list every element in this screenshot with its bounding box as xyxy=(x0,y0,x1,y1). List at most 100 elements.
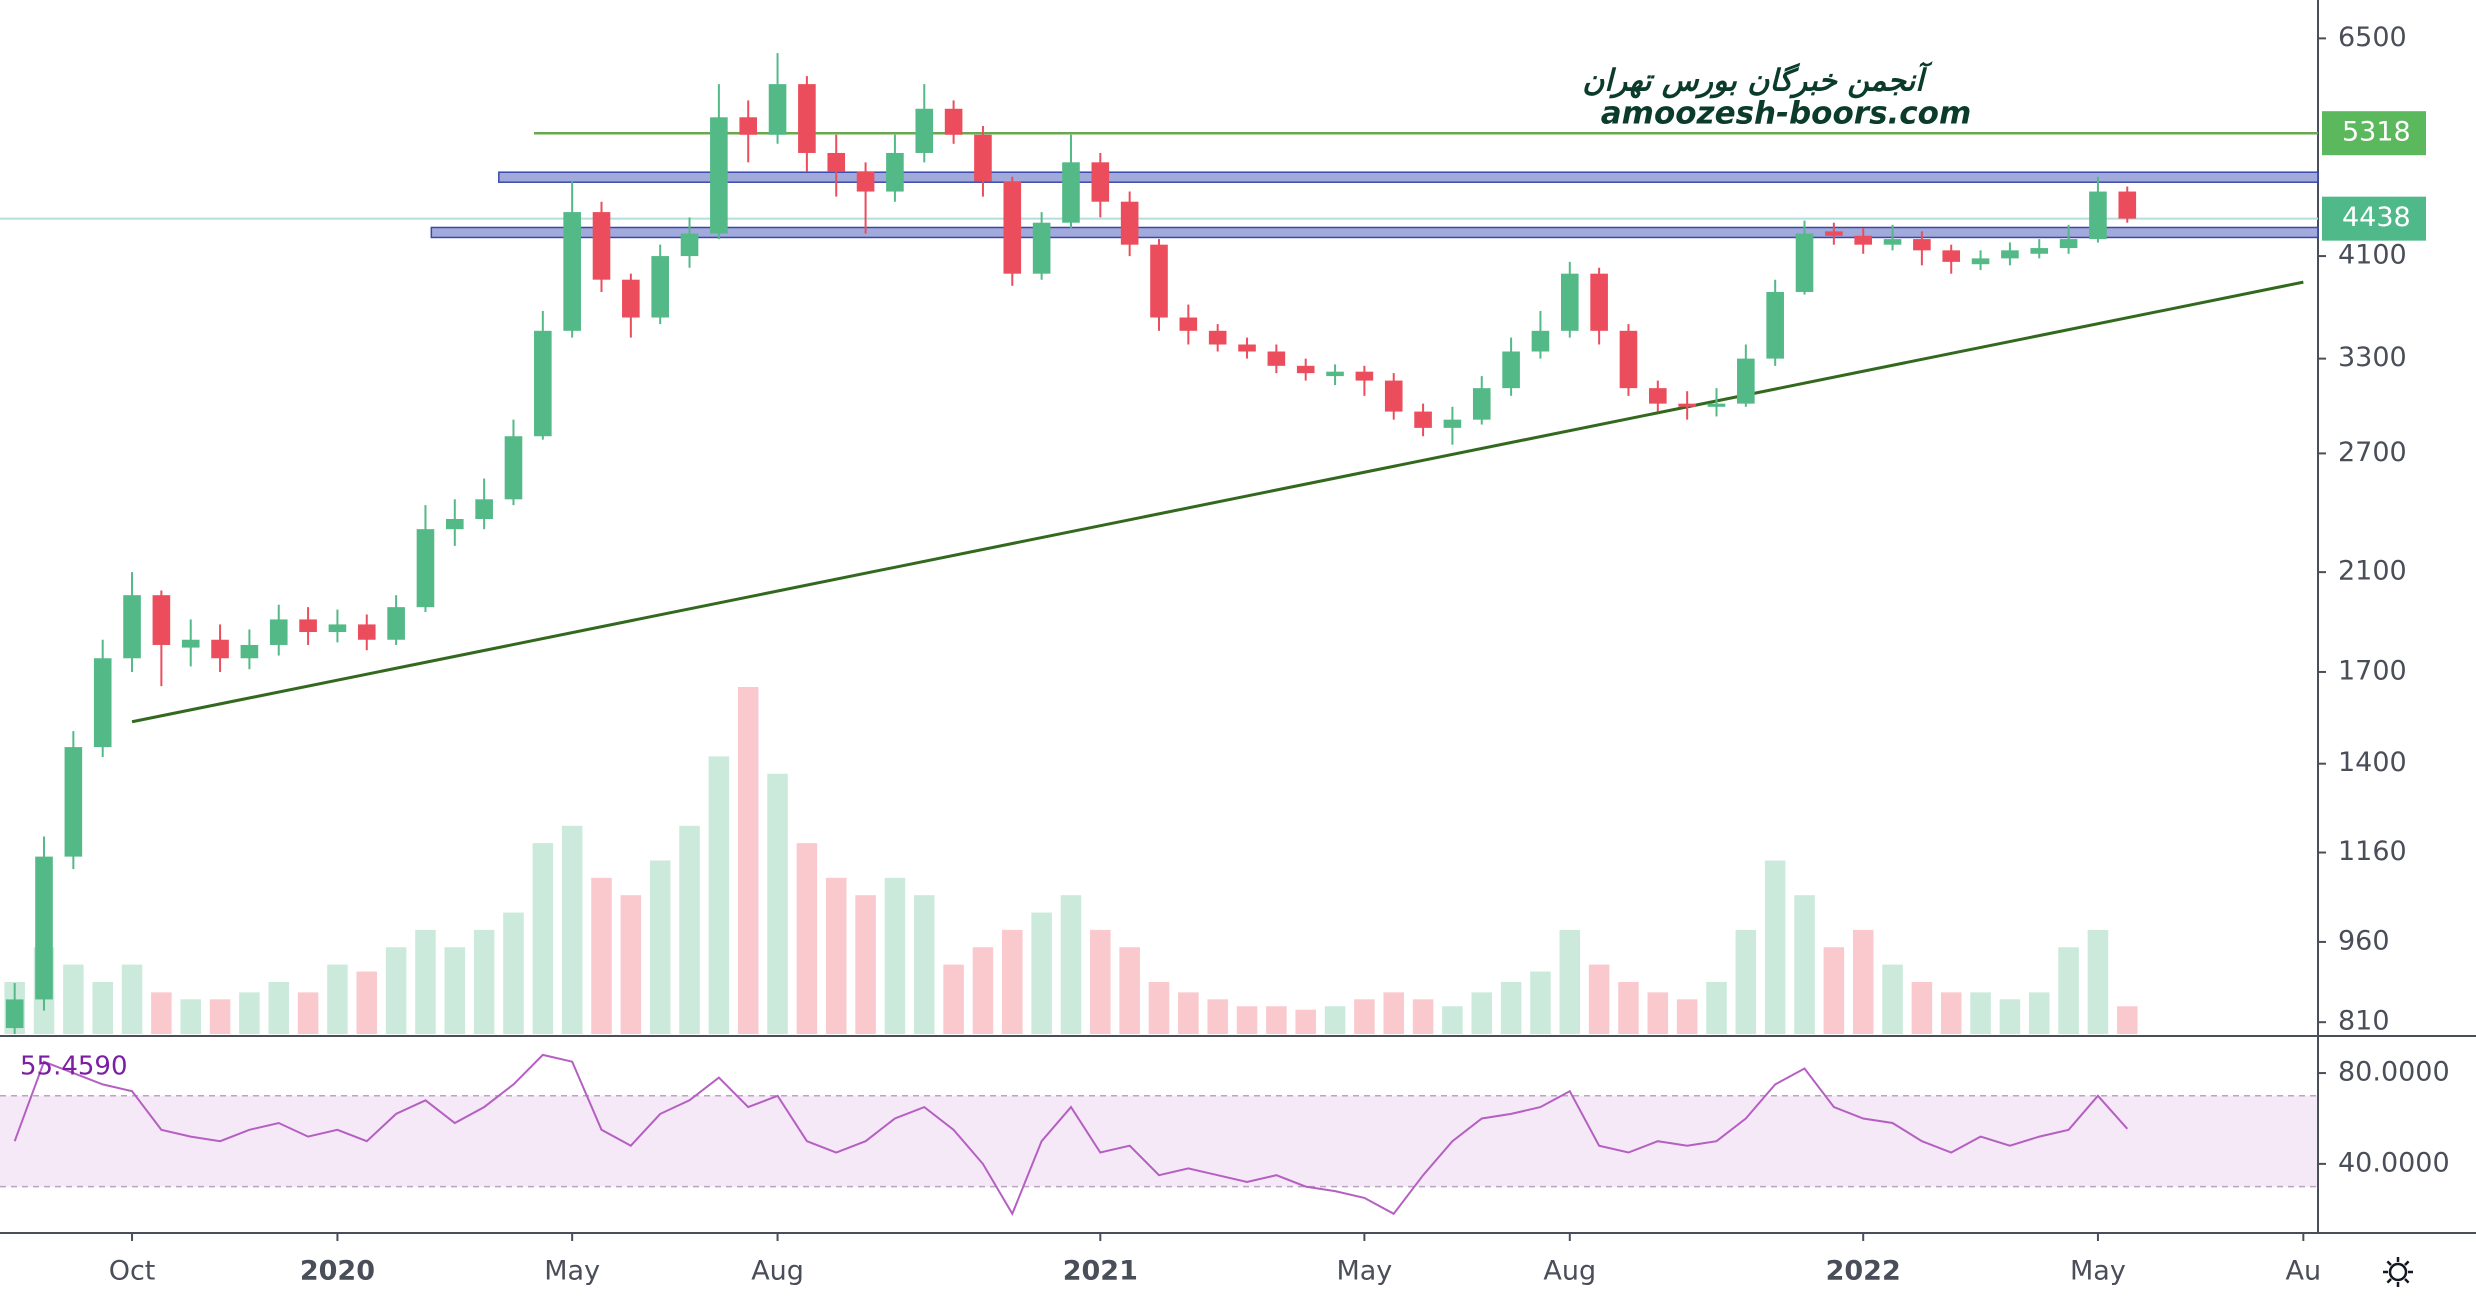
candle-body xyxy=(1238,344,1256,352)
candle-body xyxy=(35,856,53,1000)
volume-bar xyxy=(1999,999,2021,1034)
x-tick-label: 2022 xyxy=(1826,1256,1901,1287)
volume-bar xyxy=(2028,992,2050,1034)
y-tick-label: 6500 xyxy=(2338,22,2407,53)
candle-body xyxy=(1502,351,1520,389)
candle-body xyxy=(152,595,171,645)
settings-icon-ring xyxy=(2388,1262,2408,1282)
candle-body xyxy=(1590,273,1608,331)
volume-bar xyxy=(1324,1006,1346,1034)
volume-bar xyxy=(1706,981,1727,1034)
candle-body xyxy=(123,595,141,659)
candle-body xyxy=(1942,250,1961,262)
candle-body xyxy=(2118,191,2137,219)
volume-bar xyxy=(63,964,84,1034)
candle-body xyxy=(798,84,816,153)
volume-bar xyxy=(796,843,818,1034)
rsi-band xyxy=(0,1095,2318,1187)
candle-body xyxy=(1179,317,1198,331)
support-band xyxy=(430,226,2319,239)
candle-body xyxy=(1150,244,1168,318)
candle-body xyxy=(1296,365,1315,374)
volume-bar xyxy=(1764,860,1786,1034)
volume-bar xyxy=(561,825,583,1034)
volume-bar xyxy=(121,964,143,1034)
candle-body xyxy=(181,639,200,648)
volume-bar xyxy=(1500,981,1522,1034)
candle-body xyxy=(64,747,83,857)
volume-bar xyxy=(943,964,964,1034)
volume-bar xyxy=(1178,992,1199,1034)
volume-bar xyxy=(1148,981,1170,1034)
volume-bar xyxy=(180,999,201,1034)
volume-bar xyxy=(1354,999,1375,1034)
volume-bar xyxy=(1911,981,1933,1034)
candle-body xyxy=(1032,222,1051,274)
x-tick-label: Au xyxy=(2286,1256,2322,1287)
candle-body xyxy=(299,619,317,633)
candle-body xyxy=(240,644,259,659)
watermark-url: amoozesh-boors.com xyxy=(1601,96,1972,132)
x-tick-label: 2021 xyxy=(1063,1256,1138,1287)
volume-bar xyxy=(2058,947,2079,1034)
candle-body xyxy=(1091,162,1110,202)
volume-bar xyxy=(1295,1009,1316,1034)
settings-icon-spoke xyxy=(2404,1260,2410,1266)
candle-body xyxy=(2001,250,2019,259)
volume-bar xyxy=(1412,999,1434,1034)
volume-bar xyxy=(1823,947,1845,1034)
volume-bar xyxy=(1002,929,1023,1034)
candle-body xyxy=(592,212,611,280)
candle-body xyxy=(2089,191,2107,240)
volume-bar xyxy=(1207,999,1228,1034)
trend-line xyxy=(131,280,2304,724)
candle-body xyxy=(1707,403,1726,407)
volume-bar xyxy=(767,773,788,1034)
volume-bar xyxy=(415,929,436,1034)
candle-body xyxy=(93,658,112,748)
candle-body xyxy=(1678,403,1696,407)
candle-body xyxy=(563,212,581,331)
volume-bar xyxy=(1647,992,1669,1034)
y-tick-label: 810 xyxy=(2338,1006,2390,1037)
y-tick-label: 960 xyxy=(2338,925,2390,956)
volume-bar xyxy=(1236,1006,1258,1034)
candle-body xyxy=(1003,181,1022,274)
rsi-current-label: 55.4590 xyxy=(20,1052,128,1082)
volume-bar xyxy=(591,877,612,1034)
candle-body xyxy=(680,233,699,257)
candle-body xyxy=(1208,330,1227,345)
candle-body xyxy=(710,117,728,234)
candle-body xyxy=(1355,371,1374,381)
price-label-box xyxy=(2322,196,2426,241)
volume-bar xyxy=(268,981,290,1034)
candle-body xyxy=(768,84,787,135)
volume-bar xyxy=(356,971,378,1034)
volume-bar xyxy=(503,912,524,1034)
rsi-line xyxy=(13,1053,2129,1217)
y-tick-label: 4100 xyxy=(2338,240,2407,271)
candle-body xyxy=(1766,291,1784,359)
candle-body xyxy=(1326,371,1344,377)
candle-body xyxy=(1120,201,1139,245)
volume-bar xyxy=(1266,1006,1287,1034)
volume-bar xyxy=(2087,929,2109,1034)
volume-bar xyxy=(151,992,172,1034)
x-tick-label: Aug xyxy=(751,1256,804,1287)
volume-bar xyxy=(1852,929,1874,1034)
settings-icon[interactable] xyxy=(2383,1257,2413,1287)
candle-body xyxy=(1883,239,1902,245)
candle-body xyxy=(651,256,669,318)
x-tick-label: May xyxy=(2070,1256,2126,1287)
candle-body xyxy=(5,999,24,1029)
x-tick-label: May xyxy=(1336,1256,1392,1287)
volume-bar xyxy=(444,947,466,1034)
candle-body xyxy=(1854,235,1873,245)
candle-body xyxy=(211,639,229,659)
x-tick-label: 2020 xyxy=(300,1256,375,1287)
candle-body xyxy=(504,436,523,500)
candle-body xyxy=(1443,419,1462,428)
volume-bar xyxy=(1383,992,1405,1034)
volume-bar xyxy=(1559,929,1581,1034)
candle-body xyxy=(974,134,992,182)
